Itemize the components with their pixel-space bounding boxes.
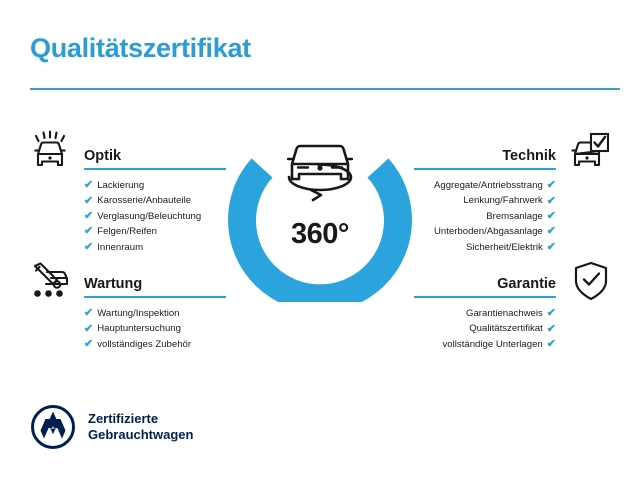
- check-icon: ✔: [546, 210, 556, 223]
- footer-text: Zertifizierte Gebrauchtwagen: [88, 411, 193, 444]
- section-technik: Technik ✔ Aggregate/Antriebsstrang ✔ Lenku…: [414, 140, 556, 271]
- section-garantie-title: Garantie: [497, 276, 556, 292]
- check-icon: ✔: [84, 225, 94, 238]
- section-technik-divider: [414, 168, 556, 170]
- footer-line-1: Zertifizierte: [88, 410, 159, 426]
- list-item-label: Bremsanlage: [486, 210, 543, 222]
- car-checkbox-icon: [566, 129, 612, 175]
- gebrauchtwagen-check-badge: Gebrauchtwagen-Check 360°: [228, 118, 412, 302]
- list-item-label: Innenraum: [97, 241, 144, 253]
- section-garantie-header: Garantie: [414, 268, 556, 298]
- check-icon: ✔: [546, 307, 556, 320]
- list-item-label: vollständiges Zubehör: [97, 338, 192, 350]
- check-icon: ✔: [84, 179, 94, 192]
- list-item-label: Sicherheit/Elektrik: [466, 241, 543, 253]
- section-optik-list: ✔ Lackierung ✔ Karosserie/Anbauteile ✔ Verg…: [84, 178, 226, 255]
- section-optik-divider: [84, 168, 226, 170]
- list-item: ✔ Verglasung/Beleuchtung: [84, 209, 226, 224]
- page-title: Qualitätszertifikat: [30, 33, 251, 63]
- check-icon: ✔: [546, 225, 556, 238]
- list-item-label: Karosserie/Anbauteile: [97, 195, 192, 207]
- footer-line-2: Gebrauchtwagen: [88, 427, 194, 442]
- section-garantie-divider: [414, 296, 556, 298]
- list-item-label: Unterboden/Abgasanlage: [433, 226, 543, 238]
- list-item-label: Felgen/Reifen: [97, 226, 157, 238]
- section-wartung: Wartung ✔ Wartung/Inspektion ✔ Hauptunters…: [84, 268, 226, 368]
- list-item: ✔ Sicherheit/Elektrik: [414, 240, 556, 255]
- list-item: ✔ Lenkung/Fahrwerk: [414, 193, 556, 208]
- section-wartung-divider: [84, 296, 226, 298]
- list-item: ✔ Hauptuntersuchung: [84, 321, 226, 336]
- volkswagen-logo: [30, 404, 76, 450]
- footer-brand: Zertifizierte Gebrauchtwagen: [30, 404, 193, 450]
- list-item-label: Garantienachweis: [465, 308, 543, 319]
- list-item: ✔ Felgen/Reifen: [84, 224, 226, 239]
- list-item: ✔ Unterboden/Abgasanlage: [414, 224, 556, 239]
- list-item-label: Aggregate/Antriebsstrang: [433, 180, 543, 191]
- list-item-label: vollständige Unterlagen: [442, 338, 543, 350]
- check-icon: ✔: [546, 194, 556, 207]
- list-item: ✔ vollständiges Zubehör: [84, 337, 226, 352]
- check-icon: ✔: [84, 240, 94, 253]
- list-item: ✔ Garantienachweis: [414, 306, 556, 321]
- list-item-label: Lackierung: [97, 180, 145, 191]
- list-item-label: Hauptuntersuchung: [97, 323, 181, 335]
- section-garantie-list: ✔ Garantienachweis ✔ Qualitätszertifikat ✔…: [414, 306, 557, 352]
- check-icon: ✔: [84, 194, 94, 207]
- car-shine-icon: [27, 129, 73, 175]
- check-icon: ✔: [546, 338, 556, 351]
- check-icon: ✔: [546, 322, 556, 335]
- list-item: ✔ Karosserie/Anbauteile: [84, 193, 226, 208]
- check-icon: ✔: [84, 210, 94, 223]
- list-item-label: Wartung/Inspektion: [97, 308, 180, 319]
- section-garantie: Garantie ✔ Garantienachweis ✔ Qualitätszer…: [414, 268, 556, 368]
- section-wartung-list: ✔ Wartung/Inspektion ✔ Hauptuntersuchung ✔…: [84, 306, 226, 352]
- section-wartung-title: Wartung: [84, 276, 143, 292]
- section-technik-header: Technik: [414, 140, 556, 170]
- list-item: ✔ Bremsanlage: [414, 209, 556, 224]
- car-service-pen-icon: [27, 258, 73, 304]
- check-icon: ✔: [546, 179, 556, 192]
- check-icon: ✔: [84, 307, 94, 320]
- section-technik-title: Technik: [502, 148, 556, 164]
- list-item-label: Lenkung/Fahrwerk: [463, 195, 543, 207]
- section-optik: Optik ✔ Lackierung ✔ Karosserie/Anbauteile…: [84, 140, 226, 271]
- list-item: ✔ Aggregate/Antriebsstrang: [414, 178, 556, 193]
- check-icon: ✔: [546, 240, 556, 253]
- list-item: ✔ Qualitätszertifikat: [414, 321, 556, 336]
- list-item: ✔ Wartung/Inspektion: [84, 306, 226, 321]
- shield-check-icon: [568, 258, 614, 304]
- list-item: ✔ vollständige Unterlagen: [414, 337, 557, 352]
- section-optik-header: Optik: [84, 140, 226, 170]
- list-item: ✔ Innenraum: [84, 240, 226, 255]
- section-optik-title: Optik: [84, 148, 122, 164]
- check-icon: ✔: [84, 338, 94, 351]
- list-item: ✔ Lackierung: [84, 178, 226, 193]
- list-item-label: Verglasung/Beleuchtung: [97, 210, 202, 222]
- title-divider: [30, 88, 620, 90]
- list-item-label: Qualitätszertifikat: [469, 323, 543, 335]
- section-wartung-header: Wartung: [84, 268, 226, 298]
- section-technik-list: ✔ Aggregate/Antriebsstrang ✔ Lenkung/Fahrw…: [414, 178, 556, 255]
- badge-center-label: 360°: [291, 218, 349, 250]
- check-icon: ✔: [84, 322, 94, 335]
